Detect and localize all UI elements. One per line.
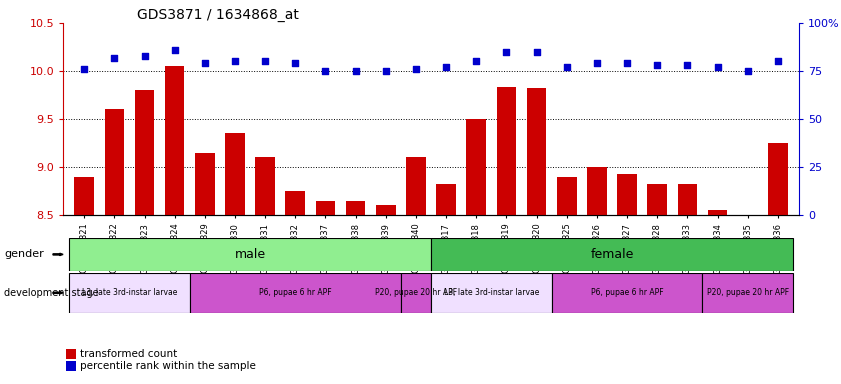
Bar [648, 184, 667, 384]
Bar [315, 200, 336, 384]
Point [621, 60, 634, 66]
Bar [190, 273, 401, 313]
Text: male: male [235, 248, 266, 261]
Bar [552, 273, 702, 313]
Bar [678, 184, 697, 384]
Bar [195, 152, 214, 384]
Point [228, 58, 241, 65]
Point [198, 60, 212, 66]
Bar [617, 174, 637, 384]
Bar [104, 109, 124, 384]
Point [650, 62, 664, 68]
Bar [738, 217, 758, 384]
Text: GDS3871 / 1634868_at: GDS3871 / 1634868_at [136, 8, 299, 22]
Bar [256, 157, 275, 384]
Point [469, 58, 483, 65]
Bar [285, 191, 305, 384]
Point [288, 60, 302, 66]
Bar [165, 66, 184, 384]
Bar [467, 119, 486, 384]
Bar [708, 210, 727, 384]
Text: L3, late 3rd-instar larvae: L3, late 3rd-instar larvae [82, 288, 177, 297]
Point [590, 60, 604, 66]
Point [379, 68, 393, 74]
Bar [346, 200, 366, 384]
Text: P20, pupae 20 hr APF: P20, pupae 20 hr APF [706, 288, 789, 297]
Point [138, 53, 151, 59]
Point [108, 55, 121, 61]
Point [258, 58, 272, 65]
Bar [526, 88, 547, 384]
Bar [587, 167, 606, 384]
Text: P6, pupae 6 hr APF: P6, pupae 6 hr APF [590, 288, 664, 297]
Bar [225, 134, 245, 384]
Point [560, 64, 574, 70]
Bar [431, 238, 793, 271]
Bar [401, 273, 431, 313]
Bar [135, 90, 154, 384]
Bar [406, 157, 426, 384]
Point [77, 66, 91, 72]
Bar [436, 184, 456, 384]
Text: female: female [590, 248, 633, 261]
Point [741, 68, 754, 74]
Bar [376, 205, 395, 384]
Point [410, 66, 423, 72]
Point [771, 58, 785, 65]
Text: percentile rank within the sample: percentile rank within the sample [80, 361, 256, 371]
Point [530, 49, 543, 55]
Point [319, 68, 332, 74]
Text: development stage: development stage [4, 288, 99, 298]
Text: transformed count: transformed count [80, 349, 177, 359]
Text: gender: gender [4, 249, 44, 260]
Text: P20, pupae 20 hr APF: P20, pupae 20 hr APF [375, 288, 457, 297]
Bar [768, 143, 788, 384]
Bar [69, 238, 431, 271]
Point [711, 64, 724, 70]
Point [168, 47, 182, 53]
Point [439, 64, 452, 70]
Text: L3, late 3rd-instar larvae: L3, late 3rd-instar larvae [444, 288, 539, 297]
Bar [431, 273, 552, 313]
Bar [496, 88, 516, 384]
Bar [69, 273, 190, 313]
Point [500, 49, 513, 55]
Bar [74, 177, 94, 384]
Bar [702, 273, 793, 313]
Point [349, 68, 362, 74]
Point [680, 62, 694, 68]
Text: P6, pupae 6 hr APF: P6, pupae 6 hr APF [259, 288, 331, 297]
Bar [557, 177, 577, 384]
